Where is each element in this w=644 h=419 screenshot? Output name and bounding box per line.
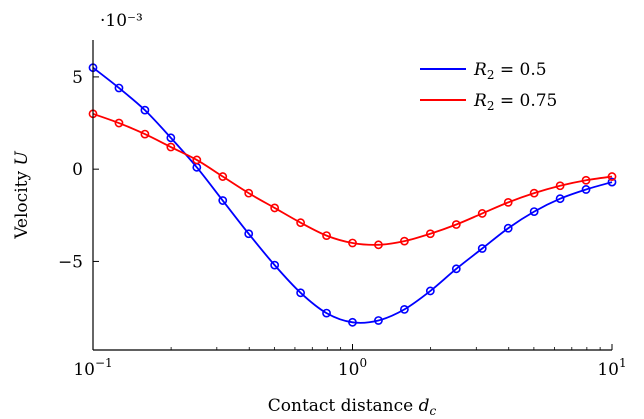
x-axis-label-sub: c: [430, 404, 437, 418]
x-axis-label: Contact distance dc: [268, 396, 437, 418]
series-0-point-12: [400, 304, 409, 314]
series-1-point-2: [140, 129, 150, 139]
series-0-point-10: [348, 317, 357, 327]
series-0-point-14: [451, 264, 461, 274]
legend-label-0-var: R: [473, 60, 487, 80]
series-1-point-10: [348, 238, 357, 248]
series-1-point-15: [477, 209, 487, 218]
legend-label-0-rest: = 0.5: [494, 60, 546, 80]
series-0-point-3: [166, 133, 176, 143]
x-tick-label-exp-0: −1: [95, 356, 113, 370]
x-tick-label-1: 100: [338, 356, 367, 380]
series-0-point-5: [218, 196, 228, 205]
series-1-point-20: [607, 172, 617, 181]
series-0-point-13: [425, 286, 435, 296]
x-tick-label-base-1: 10: [338, 360, 360, 380]
series-1-point-13: [425, 229, 435, 239]
series-1-point-16: [503, 197, 513, 207]
y-axis-label-text: Velocity: [12, 166, 32, 240]
x-tick-label-0: 10−1: [73, 356, 112, 380]
series-0-point-20: [607, 177, 617, 187]
series-1-point-4: [192, 155, 202, 165]
series-1-point-3: [166, 142, 176, 152]
y-multiplier: ·10⁻³: [100, 11, 143, 31]
legend-label-1-var: R: [473, 91, 487, 111]
series-1-point-14: [451, 220, 461, 229]
y-tick-label-1: 0: [72, 160, 83, 180]
series-1-point-11: [374, 240, 383, 250]
series-1-point-12: [400, 236, 409, 246]
series-1-point-5: [218, 172, 228, 181]
series-1-point-7: [270, 203, 280, 213]
x-tick-label-exp-1: 0: [360, 356, 368, 370]
series-0-point-1: [114, 83, 124, 93]
series-0-point-18: [555, 194, 565, 204]
series-1-point-1: [114, 118, 124, 128]
series-line-0: [92, 66, 613, 324]
x-tick-label-base-2: 10: [597, 360, 619, 380]
series-0-point-17: [529, 207, 539, 217]
legend-label-1-sub: 2: [487, 99, 495, 113]
y-tick-label-0: 5: [72, 68, 83, 88]
series-line-1: [92, 112, 613, 246]
series-0-point-15: [477, 244, 487, 253]
y-axis-label: Velocity U: [12, 151, 32, 240]
series-1-point-8: [296, 218, 306, 228]
legend: R2 = 0.5 R2 = 0.75: [420, 60, 557, 113]
legend-label-1: R2 = 0.75: [473, 91, 557, 113]
series-1-point-17: [529, 188, 539, 198]
series-0-point-6: [244, 229, 254, 239]
series-0-point-7: [270, 260, 280, 270]
legend-label-0: R2 = 0.5: [473, 60, 547, 82]
series-0-point-16: [503, 223, 513, 233]
x-axis-label-var: d: [419, 396, 430, 416]
y-tick-label-2: −5: [58, 252, 83, 272]
series-layer: [88, 63, 617, 327]
series-1-point-6: [244, 188, 254, 198]
series-0-point-2: [140, 105, 150, 115]
axes-layer: [92, 40, 612, 351]
x-tick-label-exp-2: 1: [619, 356, 627, 370]
series-1-point-9: [322, 231, 331, 240]
x-tick-label-2: 101: [597, 356, 626, 380]
legend-label-1-rest: = 0.75: [494, 91, 557, 111]
series-0-point-8: [296, 288, 306, 298]
legend-label-0-sub: 2: [487, 68, 495, 82]
series-1-point-19: [581, 175, 591, 185]
series-0-point-9: [322, 308, 331, 318]
series-1-point-18: [555, 181, 565, 191]
x-axis-label-text: Contact distance: [268, 396, 419, 416]
series-0-point-11: [374, 316, 383, 325]
x-tick-label-base-0: 10: [73, 360, 95, 380]
y-axis-label-var: U: [12, 151, 32, 166]
series-0-point-19: [581, 185, 591, 194]
